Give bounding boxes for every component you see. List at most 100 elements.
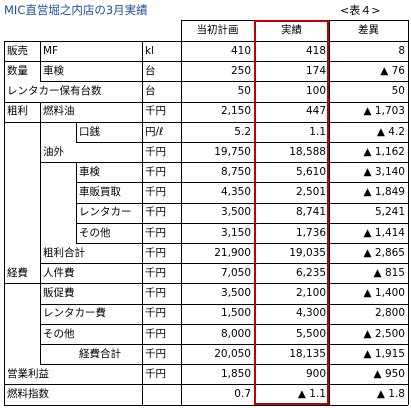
plan-value: 4,350 bbox=[220, 186, 251, 199]
row-label: 油外 bbox=[43, 145, 64, 158]
diff-value: ▲ 950 bbox=[373, 368, 405, 381]
grid-line-horizontal bbox=[76, 142, 408, 143]
plan-value: 3,150 bbox=[220, 226, 251, 239]
diff-value: ▲ 1,849 bbox=[363, 186, 405, 199]
diff-value: ▲ 2,500 bbox=[363, 327, 405, 340]
row-label: 粗利合計 bbox=[43, 246, 85, 259]
grid-line-vertical bbox=[254, 20, 255, 405]
row-unit: 千円 bbox=[145, 368, 166, 381]
row-label: その他 bbox=[79, 226, 111, 239]
actual-value: 4,300 bbox=[295, 307, 326, 320]
diff-value: ▲ 3,140 bbox=[363, 166, 405, 179]
grid-line-horizontal bbox=[181, 20, 408, 21]
grid-line-horizontal bbox=[40, 162, 408, 164]
row-unit: 千円 bbox=[145, 267, 166, 280]
actual-value: 900 bbox=[305, 368, 326, 381]
actual-value: 6,235 bbox=[295, 267, 326, 280]
diff-value: ▲ 1,703 bbox=[363, 105, 405, 118]
header-diff: 差異 bbox=[358, 24, 379, 37]
grid-line-horizontal bbox=[4, 384, 408, 386]
row-unit: 円/ℓ bbox=[145, 125, 164, 138]
plan-value: 19,750 bbox=[214, 145, 251, 158]
grid-line-vertical bbox=[142, 41, 143, 405]
plan-value: 3,500 bbox=[220, 206, 251, 219]
header-plan: 当初計画 bbox=[196, 24, 239, 37]
row-unit: 千円 bbox=[145, 186, 166, 199]
plan-value: 410 bbox=[230, 44, 251, 57]
grid-line-horizontal bbox=[76, 243, 408, 244]
actual-value: ▲ 1.1 bbox=[297, 388, 326, 401]
row-unit: 千円 bbox=[145, 105, 166, 118]
row-unit: 台 bbox=[145, 85, 156, 98]
row-unit: 台 bbox=[145, 65, 156, 78]
row-label: 燃料指数 bbox=[7, 388, 49, 401]
row-unit: 千円 bbox=[145, 347, 166, 360]
plan-value: 7,050 bbox=[220, 267, 251, 280]
grid-line-horizontal bbox=[4, 404, 408, 406]
grid-line-vertical bbox=[181, 20, 182, 405]
plan-value: 8,000 bbox=[220, 327, 251, 340]
grid-line-vertical bbox=[40, 101, 41, 264]
grid-line-horizontal bbox=[40, 364, 408, 366]
plan-value: 21,900 bbox=[214, 246, 251, 259]
plan-value: 1,500 bbox=[220, 307, 251, 320]
plan-value: 2,150 bbox=[220, 105, 251, 118]
row-label: 燃料油 bbox=[43, 105, 75, 118]
actual-value: 447 bbox=[305, 105, 326, 118]
diff-value: ▲ 1,915 bbox=[363, 347, 405, 360]
row-label: 数量 bbox=[7, 65, 28, 78]
plan-value: 50 bbox=[237, 85, 251, 98]
row-label: 車販買取 bbox=[79, 186, 121, 199]
actual-value: 5,500 bbox=[295, 327, 326, 340]
diff-value: 8 bbox=[398, 44, 405, 57]
row-unit: 千円 bbox=[145, 145, 166, 158]
row-unit: kl bbox=[145, 44, 154, 57]
diff-value: ▲ 1,162 bbox=[363, 145, 405, 158]
actual-value: 18,588 bbox=[289, 145, 326, 158]
actual-value: 2,100 bbox=[295, 287, 326, 300]
actual-value: 5,610 bbox=[295, 166, 326, 179]
grid-line-horizontal bbox=[4, 283, 408, 285]
row-label: 粗利 bbox=[7, 105, 28, 118]
diff-value: ▲ 1,400 bbox=[363, 287, 405, 300]
row-label: レンタカー bbox=[79, 206, 132, 219]
row-unit: 千円 bbox=[145, 246, 166, 259]
grid-line-horizontal bbox=[40, 303, 408, 305]
actual-value: 1,736 bbox=[295, 226, 326, 239]
row-unit: 千円 bbox=[145, 226, 166, 239]
diff-value: ▲ 4.2 bbox=[376, 125, 405, 138]
row-unit: 千円 bbox=[145, 307, 166, 320]
plan-value: 5.2 bbox=[234, 125, 251, 138]
row-label: レンタカー費 bbox=[43, 307, 106, 320]
grid-line-vertical bbox=[76, 121, 77, 142]
table-number: <表４> bbox=[340, 4, 381, 17]
actual-value: 418 bbox=[305, 44, 326, 57]
row-label: MF bbox=[43, 44, 59, 57]
plan-value: 250 bbox=[230, 65, 251, 78]
grid-line-horizontal bbox=[4, 41, 408, 42]
grid-line-horizontal bbox=[76, 202, 408, 204]
row-unit bbox=[145, 384, 180, 404]
diff-value: ▲ 815 bbox=[373, 267, 405, 280]
grid-line-vertical bbox=[408, 20, 409, 405]
row-label: 人件費 bbox=[43, 267, 75, 280]
row-unit: 千円 bbox=[145, 327, 166, 340]
actual-value: 174 bbox=[305, 65, 326, 78]
row-label: レンタカー保有台数 bbox=[7, 85, 102, 98]
header-actual: 実績 bbox=[281, 24, 302, 37]
actual-value: 19,035 bbox=[289, 246, 326, 259]
page-title: MIC直営堀之内店の3月実績 bbox=[4, 3, 148, 17]
row-label: 車検 bbox=[79, 166, 100, 179]
diff-value: 2,800 bbox=[374, 307, 405, 320]
results-table: 当初計画 実績 差異 販売 MF kl 410 418 8 数量 車検台 250 174 ▲ 76 レ… bbox=[4, 20, 409, 406]
row-unit: 千円 bbox=[145, 206, 166, 219]
plan-value: 3,500 bbox=[220, 287, 251, 300]
actual-value: 8,741 bbox=[295, 206, 326, 219]
grid-line-horizontal bbox=[4, 121, 408, 123]
grid-line-horizontal bbox=[76, 182, 408, 184]
grid-line-horizontal bbox=[40, 81, 408, 83]
row-label: 経費 bbox=[7, 267, 28, 280]
row-label: 口銭 bbox=[79, 125, 100, 138]
diff-value: ▲ 76 bbox=[380, 65, 405, 78]
grid-line-horizontal bbox=[4, 61, 408, 63]
